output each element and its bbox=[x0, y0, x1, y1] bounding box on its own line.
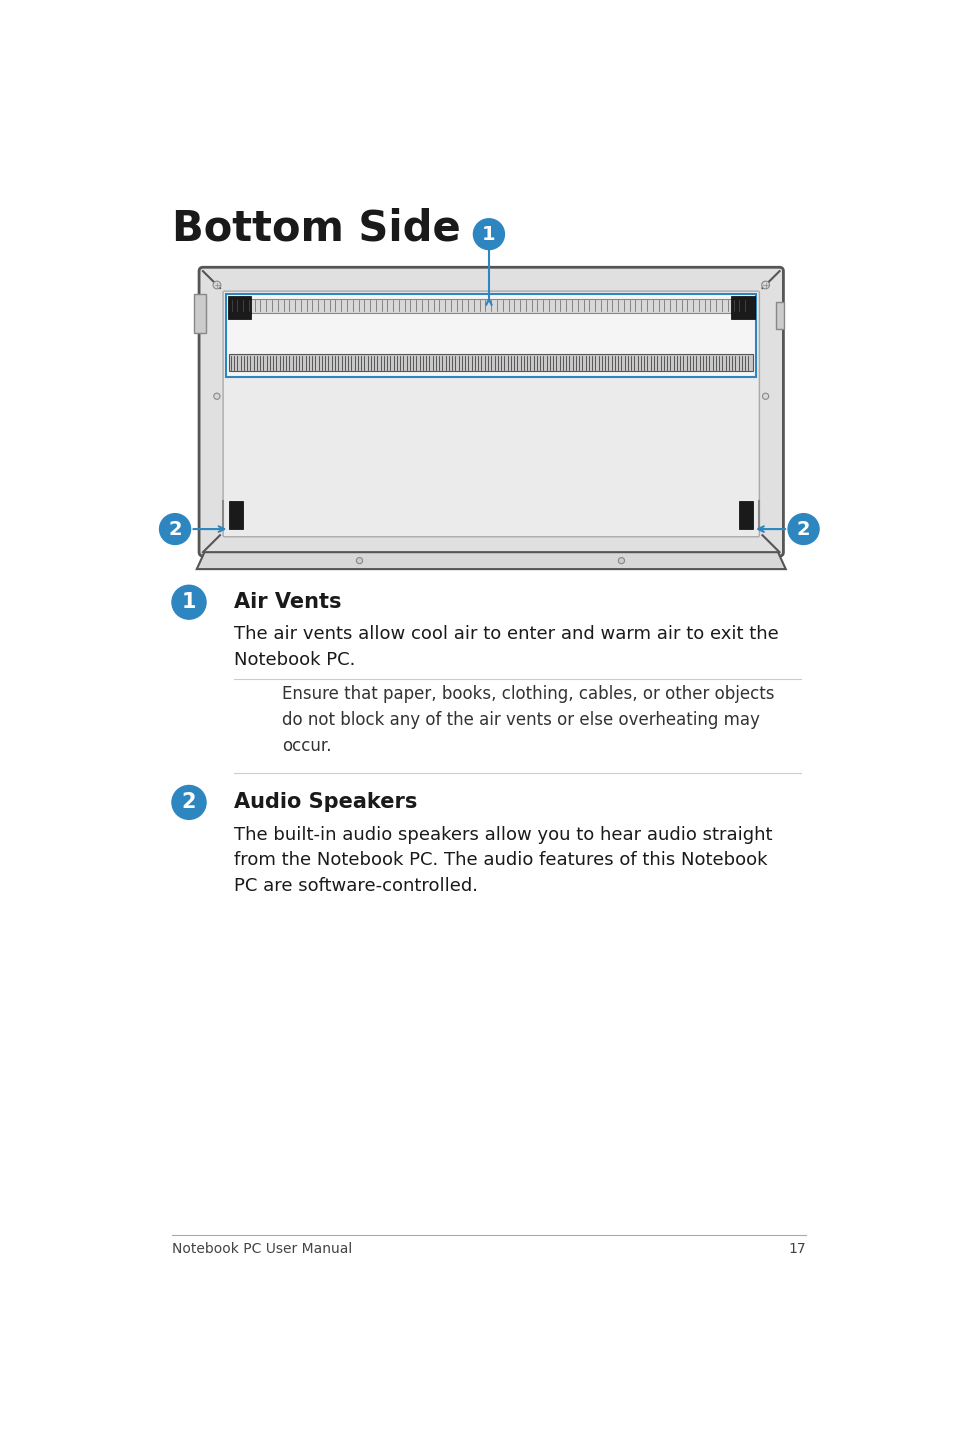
Circle shape bbox=[760, 282, 769, 289]
Text: 2: 2 bbox=[168, 519, 182, 539]
Circle shape bbox=[473, 219, 504, 250]
Text: 1: 1 bbox=[182, 592, 196, 613]
Circle shape bbox=[213, 393, 220, 400]
Text: The built-in audio speakers allow you to hear audio straight
from the Notebook P: The built-in audio speakers allow you to… bbox=[233, 825, 772, 894]
Text: 2: 2 bbox=[796, 519, 809, 539]
Bar bbox=[776, 302, 783, 329]
Circle shape bbox=[213, 282, 220, 289]
Text: Ensure that paper, books, clothing, cables, or other objects
do not block any of: Ensure that paper, books, clothing, cabl… bbox=[282, 686, 774, 755]
Text: Notebook PC User Manual: Notebook PC User Manual bbox=[172, 1242, 352, 1255]
Text: 1: 1 bbox=[481, 224, 496, 243]
Bar bbox=[229, 502, 243, 529]
Circle shape bbox=[159, 513, 191, 545]
Polygon shape bbox=[196, 552, 785, 569]
Bar bbox=[228, 296, 251, 319]
FancyBboxPatch shape bbox=[199, 267, 782, 557]
Circle shape bbox=[761, 393, 768, 400]
Circle shape bbox=[172, 785, 206, 820]
Text: 17: 17 bbox=[787, 1242, 805, 1255]
Bar bbox=[193, 295, 206, 332]
Bar bbox=[229, 354, 753, 371]
Circle shape bbox=[787, 513, 819, 545]
Text: 2: 2 bbox=[182, 792, 196, 812]
Bar bbox=[226, 295, 756, 377]
Bar bbox=[739, 502, 753, 529]
Text: Bottom Side: Bottom Side bbox=[172, 209, 460, 250]
Text: Audio Speakers: Audio Speakers bbox=[233, 792, 416, 812]
Bar bbox=[731, 296, 754, 319]
Text: The air vents allow cool air to enter and warm air to exit the
Notebook PC.: The air vents allow cool air to enter an… bbox=[233, 626, 778, 669]
Text: Air Vents: Air Vents bbox=[233, 592, 341, 613]
Circle shape bbox=[356, 558, 362, 564]
FancyBboxPatch shape bbox=[223, 290, 759, 536]
Circle shape bbox=[618, 558, 624, 564]
Circle shape bbox=[172, 585, 206, 620]
Bar bbox=[229, 299, 753, 312]
